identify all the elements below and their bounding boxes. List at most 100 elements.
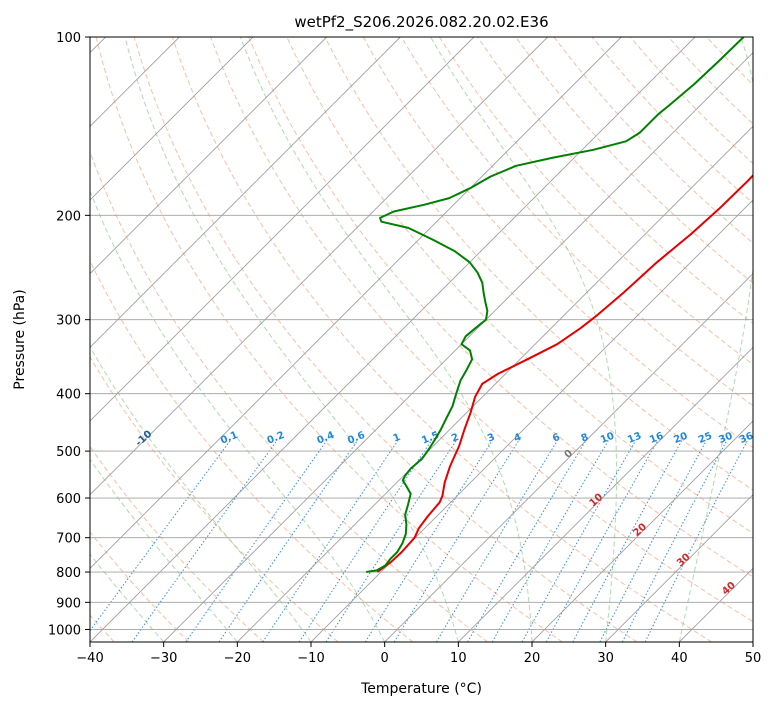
isotherm-line [531,420,753,642]
dry-adiabats [90,37,753,642]
mixing-ratio-line [185,440,328,642]
mixing-ratio-line [218,440,358,642]
x-tick-label: 40 [671,651,688,666]
mixing-ratio-label: 2 [450,432,461,445]
isotherm-line [237,125,753,642]
y-tick-label: 900 [56,596,81,611]
mixing-ratio-line [467,440,587,642]
moist-adiabat-line [239,37,533,642]
isotherm-label: 0 [563,448,576,461]
mixing-ratio-line [572,440,683,642]
mixing-ratio-label: 0.2 [266,430,287,447]
isobars [90,37,753,630]
isotherm-line [90,37,401,348]
mixing-ratio-label: 6 [551,432,562,445]
isotherm-line [752,641,753,642]
mixing-ratio-label: 25 [697,431,714,446]
mixing-ratio-label: 10 [599,431,616,446]
mixing-ratio-label: 16 [648,431,665,446]
x-tick-label: −20 [224,651,251,666]
isotherm-label: 30 [675,552,693,570]
isotherm-line [90,37,327,275]
dry-adiabat-line [248,37,753,578]
isotherm-label: 20 [631,521,649,539]
dry-adiabat-line [171,37,712,642]
isotherm-line [679,567,753,642]
mixing-ratio-label: 1 [392,432,403,445]
y-tick-label: 700 [56,532,81,547]
mixing-ratio-label: 0.4 [315,430,336,447]
dry-adiabat-line [400,37,753,407]
isotherm-label: 10 [588,492,606,510]
mixing-ratio-line [90,440,231,632]
x-tick-label: 20 [524,651,541,666]
mixing-ratio-line [621,440,728,642]
x-tick-label: 50 [745,651,762,666]
isotherm-line [605,494,753,642]
mixing-ratio-line [491,440,609,642]
chart-title: wetPf2_S206.2026.082.20.02.E36 [294,13,548,32]
dry-adiabat-line [324,37,753,491]
y-tick-label: 500 [56,445,81,460]
dry-adiabat-line [95,37,563,642]
mixing-ratio-label: 1.5 [420,430,441,447]
mixing-ratio-label: 13 [626,431,643,446]
isotherm-line [163,52,753,642]
y-tick-label: 300 [56,314,81,329]
isotherms [90,37,753,642]
moist-adiabat-line [678,37,753,642]
x-tick-label: 10 [450,651,467,666]
dry-adiabat-line [362,37,753,449]
mixing-ratio-line [393,440,520,642]
mixing-ratio-line [325,440,457,642]
dry-adiabat-line [90,531,190,642]
mixing-ratio-label: 0.6 [346,430,367,447]
moist-adiabat-line [124,37,459,642]
mixing-ratio-line [298,440,432,642]
dewpoint-profile [366,37,745,573]
mixing-ratio-label: 8 [580,432,591,445]
dry-adiabat-line [210,37,753,623]
moist-adiabat-line [90,345,312,642]
dry-adiabat-line [515,37,753,284]
y-tick-label: 800 [56,566,81,581]
mixing-ratio-label: 30 [717,431,734,446]
y-axis-label: Pressure (hPa) [12,289,28,389]
mixing-ratio-line [364,440,493,642]
dry-adiabat-line [591,37,753,204]
dry-adiabat-line [90,445,264,642]
theta-label: -10 [134,429,155,449]
mixing-ratio-label: 4 [512,432,523,445]
temperature-profile [376,173,753,573]
isotherm-line [384,273,753,642]
moist-adiabat-line [430,37,617,642]
moist-adiabat-line [90,189,386,642]
y-tick-label: 400 [56,388,81,403]
mixing-ratio-line [435,440,558,642]
x-tick-label: −40 [76,651,103,666]
y-tick-label: 200 [56,209,81,224]
x-tick-label: 0 [381,651,389,666]
y-tick-label: 600 [56,492,81,507]
mixing-ratio-label: 0.1 [219,430,240,447]
isotherm-line [90,37,622,569]
dry-adiabat-line [90,356,339,642]
reference-line-labels: -100-90-80-70-60-50-40-30-20-10010203040… [134,429,753,598]
x-tick-label: −10 [297,651,324,666]
dry-adiabat-line [90,259,414,642]
y-axis-ticks: 100 200 300 400 500 600 700 800 900 1000 [48,31,90,638]
x-axis-ticks: −40 −30 −20 −10 0 10 20 30 40 50 [76,642,761,666]
isotherm-line [90,37,475,422]
moist-adiabat-line [90,458,238,642]
isotherm-line [458,346,753,642]
mixing-ratio-line [599,440,707,642]
dry-adiabat-line [706,37,753,86]
x-tick-label: −30 [150,651,177,666]
mixing-ratio-label: 3 [486,432,497,445]
plot-frame [89,36,754,643]
y-tick-label: 100 [56,31,81,46]
mixing-ratio-line [262,440,399,642]
isotherm-line [90,37,696,642]
isotherm-line [310,199,753,642]
